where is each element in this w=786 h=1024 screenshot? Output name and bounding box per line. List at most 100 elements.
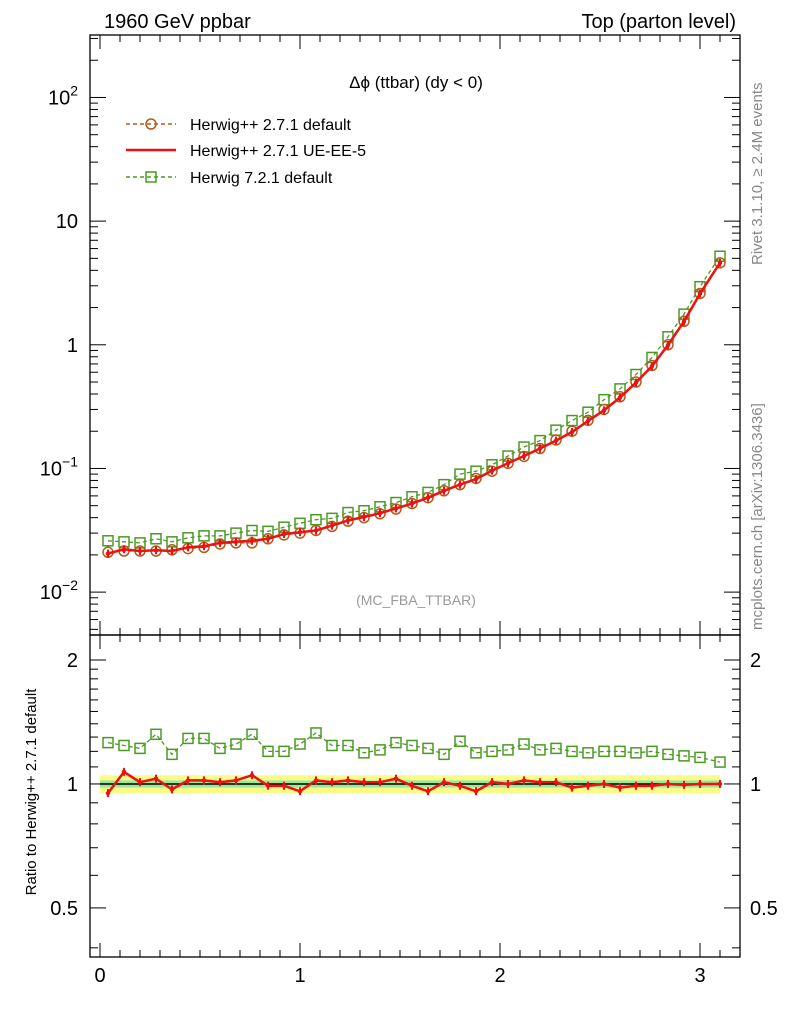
point-herwigpp-ueee5 [441, 488, 447, 493]
point-herwigpp-ueee5 [249, 538, 255, 543]
point-ratio-herwigpp-ueee5 [185, 778, 191, 783]
ratio-panel: 0.5 0.5 1 1 2 2 Ratio to Herwig++ 2.7.1 defau… [23, 634, 778, 958]
point-ratio-herwigpp-ueee5 [553, 779, 559, 785]
legend-entry-herwig7-default: Herwig 7.2.1 default [126, 170, 333, 187]
point-ratio-herwigpp-ueee5 [717, 781, 723, 787]
point-herwigpp-ueee5 [233, 539, 239, 545]
x-tick-label: 0 [94, 965, 105, 987]
point-herwig7-default [198, 530, 210, 542]
point-ratio-herwigpp-ueee5 [489, 779, 495, 785]
legend-entry-herwigpp-ueee5: Herwig++ 2.7.1 UE-EE-5 [126, 143, 366, 160]
point-ratio-herwig7-default [214, 742, 226, 755]
point-ratio-herwigpp-ueee5 [697, 781, 703, 787]
point-herwigpp-default [714, 257, 726, 269]
point-ratio-herwigpp-ueee5 [233, 778, 239, 783]
ratio-y-tick-label-right: 0.5 [750, 898, 778, 920]
point-herwigpp-ueee5 [361, 514, 367, 520]
point-herwig7-default [566, 414, 578, 427]
point-ratio-herwigpp-ueee5 [153, 776, 159, 781]
point-herwigpp-default [566, 425, 578, 437]
point-herwigpp-default [518, 450, 530, 463]
point-ratio-herwigpp-ueee5 [201, 778, 207, 783]
point-ratio-herwig7-default [262, 745, 274, 758]
point-herwigpp-ueee5 [473, 476, 479, 482]
point-ratio-herwig7-default [714, 756, 726, 768]
point-herwigpp-default [662, 339, 674, 351]
header-right: Top (parton level) [581, 11, 736, 33]
point-ratio-herwig7-default [566, 745, 578, 758]
point-herwigpp-default [550, 434, 562, 446]
ratio-y-tick-label: 2 [67, 650, 78, 672]
point-ratio-herwigpp-ueee5 [569, 785, 575, 790]
point-ratio-herwig7-default [390, 736, 402, 749]
point-herwigpp-ueee5 [377, 510, 383, 516]
point-herwigpp-ueee5 [169, 548, 175, 554]
point-herwig7-default [182, 532, 194, 544]
watermark: (MC_FBA_TTBAR) [356, 592, 476, 608]
point-herwigpp-default [582, 414, 594, 427]
point-ratio-herwigpp-ueee5 [361, 779, 367, 785]
point-herwigpp-default [454, 478, 466, 491]
point-ratio-herwig7-default [134, 742, 146, 755]
series-line-herwig7-default [107, 255, 721, 544]
point-ratio-herwigpp-ueee5 [105, 790, 111, 796]
point-ratio-herwigpp-ueee5 [585, 783, 591, 788]
point-ratio-herwigpp-ueee5 [377, 779, 383, 785]
point-ratio-herwigpp-ueee5 [281, 783, 287, 788]
point-herwigpp-ueee5 [717, 260, 723, 266]
point-ratio-herwig7-default [118, 739, 130, 752]
point-ratio-herwig7-default [486, 745, 498, 758]
point-herwigpp-default [630, 376, 642, 388]
point-ratio-herwig7-default [198, 732, 210, 745]
point-ratio-herwigpp-ueee5 [473, 789, 479, 794]
point-ratio-herwig7-default [422, 742, 434, 755]
point-herwig7-default [102, 535, 114, 547]
point-herwigpp-ueee5 [601, 408, 607, 413]
point-herwigpp-ueee5 [313, 528, 319, 533]
point-ratio-herwig7-default [230, 738, 242, 750]
point-herwigpp-ueee5 [521, 453, 527, 459]
point-herwigpp-ueee5 [105, 551, 111, 556]
point-herwig7-default [150, 533, 162, 545]
point-ratio-herwig7-default [534, 744, 546, 756]
point-herwigpp-default [614, 391, 626, 403]
main-title: Δϕ (ttbar) (dy < 0) [349, 73, 483, 92]
point-herwigpp-ueee5 [425, 495, 431, 500]
point-herwigpp-ueee5 [217, 540, 223, 546]
point-ratio-herwig7-default [438, 748, 450, 761]
point-ratio-herwigpp-ueee5 [601, 781, 607, 787]
point-herwigpp-default [422, 491, 434, 504]
point-ratio-herwigpp-ueee5 [633, 783, 639, 788]
point-ratio-herwigpp-ueee5 [297, 789, 303, 794]
point-herwigpp-ueee5 [489, 468, 495, 473]
point-ratio-herwig7-default [102, 736, 114, 749]
ratio-ticks: 0.5 0.5 1 1 2 2 [50, 635, 778, 957]
point-ratio-herwig7-default [166, 748, 178, 761]
point-ratio-herwig7-default [630, 747, 642, 759]
y-tick-label: 102 [48, 82, 78, 109]
x-tick-label: 2 [494, 965, 505, 987]
point-ratio-herwig7-default [454, 735, 466, 747]
x-tick-labels: 0 1 2 3 [94, 965, 705, 987]
point-ratio-herwig7-default [550, 742, 562, 755]
point-ratio-herwigpp-ueee5 [457, 783, 463, 788]
point-herwigpp-default [486, 465, 498, 477]
legend-label-herwigpp-default: Herwig++ 2.7.1 default [190, 117, 352, 134]
y-tick-label: 10−2 [40, 577, 78, 604]
point-herwig7-default [310, 513, 322, 526]
point-ratio-herwig7-default [406, 739, 418, 752]
point-ratio-herwig7-default [278, 745, 290, 758]
point-herwigpp-ueee5 [265, 536, 271, 541]
point-herwigpp-default [438, 485, 450, 497]
ratio-y-tick-label: 0.5 [50, 898, 78, 920]
point-ratio-herwig7-default [614, 745, 626, 758]
point-herwigpp-ueee5 [409, 501, 415, 506]
point-herwigpp-ueee5 [585, 418, 591, 424]
ratio-y-tick-label-right: 1 [750, 774, 761, 796]
point-herwigpp-default [646, 359, 658, 372]
point-ratio-herwig7-default [326, 739, 338, 752]
point-ratio-herwig7-default [294, 738, 306, 750]
main-panel: Δϕ (ttbar) (dy < 0) (MC_FBA_TTBAR) 10−2 1… [40, 34, 741, 636]
ratio-y-tick-label-right: 2 [750, 650, 761, 672]
